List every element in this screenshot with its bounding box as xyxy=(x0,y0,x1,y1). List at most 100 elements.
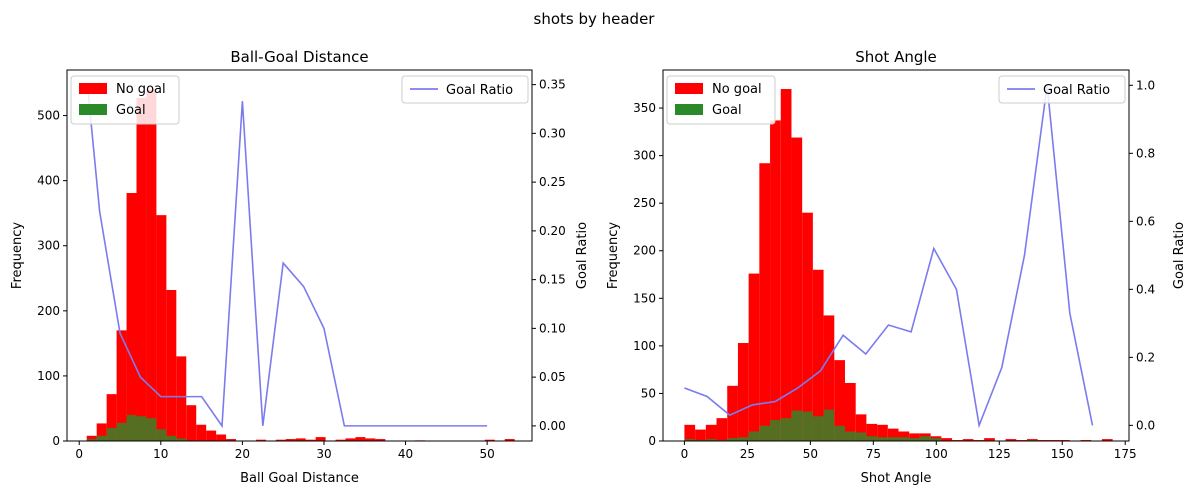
bar-goal xyxy=(866,436,878,441)
bar-no-goal xyxy=(375,439,386,441)
x-axis-label: Shot Angle xyxy=(861,471,932,486)
bar-no-goal xyxy=(984,438,995,441)
bar-goal xyxy=(791,410,803,441)
legend-label-goal-ratio: Goal Ratio xyxy=(446,83,513,98)
bar-no-goal xyxy=(206,430,217,441)
y-tick-label: 500 xyxy=(37,109,60,123)
y2-tick-label: 0.25 xyxy=(539,175,566,189)
x-tick-label: 100 xyxy=(925,447,948,461)
bar-no-goal xyxy=(255,439,266,441)
bar-no-goal xyxy=(844,382,856,441)
bar-goal xyxy=(834,425,845,441)
x-tick-label: 75 xyxy=(866,447,881,461)
legend-swatch-goal xyxy=(675,104,703,115)
bar-goal xyxy=(780,418,792,441)
bar-goal xyxy=(919,436,931,441)
chart-title: Ball-Goal Distance xyxy=(230,48,368,66)
bar-no-goal xyxy=(834,360,845,441)
bar-goal xyxy=(855,432,867,441)
bar-goal xyxy=(166,435,177,441)
x-tick-label: 30 xyxy=(316,447,331,461)
bar-goal xyxy=(812,416,824,441)
bar-no-goal xyxy=(96,423,107,441)
bar-no-goal xyxy=(748,273,760,441)
y-tick-label: 100 xyxy=(633,339,656,353)
y-tick-label: 300 xyxy=(37,239,60,253)
x-tick-label: 0 xyxy=(75,447,83,461)
x-tick-label: 150 xyxy=(1051,447,1074,461)
bar-no-goal xyxy=(126,193,137,441)
y2-tick-label: 0.05 xyxy=(539,370,566,384)
bar-no-goal xyxy=(295,438,306,441)
bar-no-goal xyxy=(802,212,813,441)
bar-no-goal xyxy=(780,89,792,442)
bar-no-goal xyxy=(365,438,376,441)
bar-no-goal xyxy=(695,429,706,441)
bar-goal xyxy=(759,425,771,441)
y-tick-label: 250 xyxy=(633,196,656,210)
legend-label-goal-ratio: Goal Ratio xyxy=(1043,83,1110,98)
bar-no-goal xyxy=(166,289,177,441)
y2-tick-label: 0.20 xyxy=(539,224,566,238)
y2-axis-label: Goal Ratio xyxy=(1172,222,1187,289)
chart-title: Shot Angle xyxy=(855,48,937,66)
histogram-bars xyxy=(684,89,1113,442)
y2-tick-label: 0.00 xyxy=(539,419,566,433)
legend-swatch-no-goal xyxy=(79,83,107,94)
y-tick-label: 200 xyxy=(633,244,656,258)
bar-goal xyxy=(116,422,127,441)
bar-goal xyxy=(877,437,888,441)
goal-ratio-line xyxy=(684,85,1094,429)
bar-no-goal xyxy=(759,163,771,441)
bar-no-goal xyxy=(941,438,953,441)
x-tick-label: 25 xyxy=(740,447,755,461)
bar-no-goal xyxy=(216,434,227,441)
bar-no-goal xyxy=(156,215,167,441)
bar-no-goal xyxy=(962,439,974,441)
bar-no-goal xyxy=(136,97,147,441)
bar-goal xyxy=(684,439,696,441)
y2-tick-label: 0.35 xyxy=(539,78,566,92)
y2-tick-label: 0.10 xyxy=(539,321,566,335)
bar-no-goal xyxy=(823,315,835,441)
bar-no-goal xyxy=(705,424,717,441)
bar-no-goal xyxy=(146,89,157,442)
y-axis-label: Frequency xyxy=(10,222,25,289)
y2-tick-label: 1.0 xyxy=(1136,78,1155,92)
bar-goal xyxy=(86,439,97,441)
legend-swatch-no-goal xyxy=(675,83,703,94)
bar-no-goal xyxy=(812,269,824,441)
bar-no-goal xyxy=(484,439,495,441)
bar-no-goal xyxy=(1101,439,1113,441)
bar-goal xyxy=(176,438,187,441)
y-tick-label: 300 xyxy=(633,149,656,163)
bar-no-goal xyxy=(196,424,207,441)
y2-tick-label: 0.8 xyxy=(1136,146,1155,160)
bar-no-goal xyxy=(1005,439,1017,441)
bar-goal xyxy=(802,411,813,441)
bar-goal xyxy=(748,431,760,441)
figure-title: shots by header xyxy=(534,10,656,28)
bar-no-goal xyxy=(898,431,910,441)
legend-box xyxy=(401,75,529,104)
bar-goal xyxy=(898,437,910,441)
bar-no-goal xyxy=(716,418,728,441)
bar-no-goal xyxy=(355,437,366,441)
bar-no-goal xyxy=(106,394,117,441)
axes-frame xyxy=(662,69,1130,442)
y2-tick-label: 0.4 xyxy=(1136,282,1155,296)
legend-histogram: No goal Goal xyxy=(70,75,180,125)
bar-no-goal xyxy=(226,439,237,441)
chart-angle: 0 25 50 75 100 125 150 175 0 50 100 150 200 250 300 350… xyxy=(606,48,1187,486)
bar-goal xyxy=(887,437,899,441)
x-tick-label: 40 xyxy=(398,447,413,461)
bar-goal xyxy=(844,431,856,441)
bar-goal xyxy=(156,429,167,441)
y2-axis-label: Goal Ratio xyxy=(575,222,590,289)
legend-box xyxy=(998,75,1126,104)
bar-goal xyxy=(737,437,749,441)
bar-goal xyxy=(727,438,738,441)
bar-no-goal xyxy=(345,438,356,441)
y-tick-label: 150 xyxy=(633,291,656,305)
